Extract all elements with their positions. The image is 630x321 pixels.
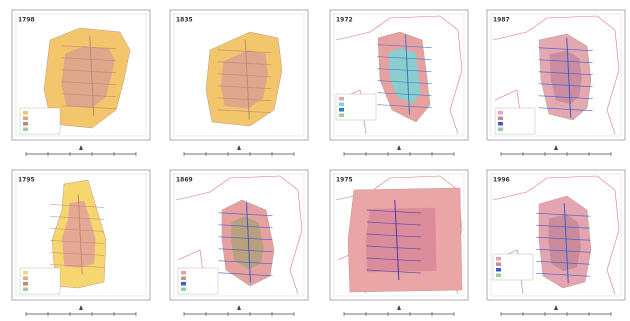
year-label: 1798 — [18, 17, 35, 24]
year-label: 1972 — [336, 17, 353, 24]
map-panel: 1987 — [487, 10, 625, 140]
legend-swatch — [181, 271, 186, 275]
north-arrow — [237, 305, 241, 310]
scale-bar — [26, 145, 136, 156]
year-label: 1835 — [176, 17, 193, 24]
year-label: 1987 — [493, 17, 510, 24]
map-panel: 1972 — [330, 10, 468, 140]
legend-swatch — [339, 114, 344, 118]
year-label: 1975 — [336, 177, 353, 184]
scale-bar — [344, 305, 454, 316]
city-core — [366, 208, 437, 272]
legend-swatch — [496, 257, 501, 261]
legend-swatch — [498, 122, 503, 126]
legend-swatch — [496, 263, 501, 267]
legend-swatch — [23, 111, 28, 115]
legend-swatch — [23, 282, 28, 286]
north-arrow — [554, 305, 558, 310]
north-arrow — [79, 305, 83, 310]
legend-swatch — [498, 111, 503, 115]
scale-bar — [26, 305, 136, 316]
legend-swatch — [23, 271, 28, 275]
year-label: 1795 — [18, 177, 35, 184]
legend-swatch — [496, 274, 501, 278]
legend-swatch — [496, 268, 501, 272]
year-label: 1996 — [493, 177, 510, 184]
map-panel: 1798 — [12, 10, 150, 140]
scale-bar — [501, 145, 611, 156]
map-panel: 1869 — [170, 170, 308, 300]
north-arrow — [397, 305, 401, 310]
map-panel: 1996 — [487, 170, 625, 300]
scale-bar — [184, 305, 294, 316]
north-arrow — [237, 145, 241, 150]
legend-swatch — [498, 117, 503, 121]
map-figure: 1798 1835 1972 1987 1795 1869 1975 1996 — [0, 0, 630, 321]
legend-swatch — [339, 97, 344, 101]
legend-swatch — [23, 288, 28, 292]
map-panel: 1795 — [12, 170, 150, 300]
scale-bar — [344, 145, 454, 156]
legend-swatch — [181, 277, 186, 281]
north-arrow — [554, 145, 558, 150]
north-arrow — [79, 145, 83, 150]
legend-swatch — [498, 128, 503, 132]
legend-swatch — [181, 282, 186, 286]
north-arrow — [397, 145, 401, 150]
scale-bar — [184, 145, 294, 156]
legend-swatch — [23, 277, 28, 281]
legend-swatch — [23, 122, 28, 126]
map-panel: 1835 — [170, 10, 308, 140]
year-label: 1869 — [176, 177, 193, 184]
legend-swatch — [23, 117, 28, 121]
map-panel: 1975 — [330, 170, 468, 300]
scale-bar — [501, 305, 611, 316]
legend-swatch — [23, 128, 28, 132]
legend-swatch — [181, 288, 186, 292]
legend-swatch — [339, 103, 344, 107]
legend-swatch — [339, 108, 344, 112]
